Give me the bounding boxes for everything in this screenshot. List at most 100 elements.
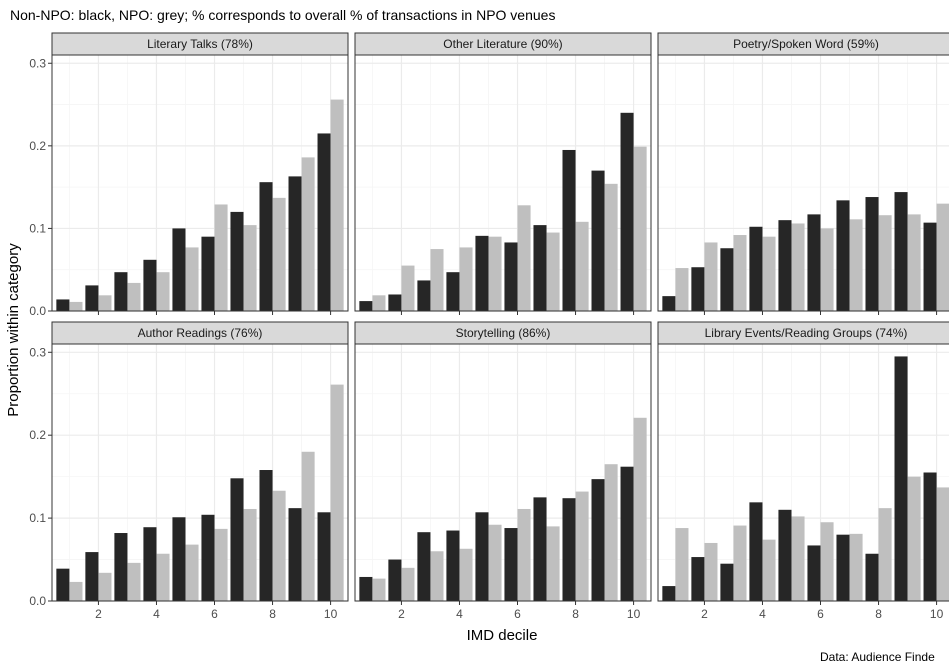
bar-non-npo bbox=[562, 498, 576, 601]
bar-npo bbox=[762, 539, 776, 601]
x-tick-label: 10 bbox=[930, 607, 944, 621]
bar-non-npo bbox=[230, 478, 244, 601]
bar-non-npo bbox=[446, 272, 460, 311]
facet-panel: Literary Talks (78%) 0.0 0.1 0.2 0.3 bbox=[29, 32, 349, 318]
x-tick-label: 4 bbox=[456, 607, 463, 621]
bar-non-npo bbox=[230, 211, 244, 311]
bar-non-npo bbox=[923, 472, 937, 601]
y-tick-label: 0.1 bbox=[29, 221, 46, 235]
bar-npo bbox=[301, 157, 315, 311]
bar-npo bbox=[675, 268, 689, 311]
bar-npo bbox=[430, 249, 444, 311]
x-axis-title: IMD decile bbox=[467, 627, 538, 644]
bar-npo bbox=[704, 242, 718, 311]
bar-non-npo bbox=[894, 192, 908, 311]
facet-panel: Other Literature (90%) bbox=[354, 32, 652, 315]
bar-npo bbox=[820, 228, 834, 311]
bar-npo bbox=[791, 223, 805, 311]
bar-npo bbox=[127, 562, 141, 601]
bar-npo bbox=[214, 204, 228, 311]
bar-npo bbox=[430, 551, 444, 601]
x-tick-label: 10 bbox=[324, 607, 338, 621]
bar-npo bbox=[633, 146, 647, 311]
bar-non-npo bbox=[749, 502, 763, 601]
bar-non-npo bbox=[749, 226, 763, 311]
bar-npo bbox=[546, 526, 560, 601]
bar-npo bbox=[156, 272, 170, 311]
bar-npo bbox=[849, 219, 863, 311]
bar-non-npo bbox=[201, 514, 215, 601]
y-tick-label: 0.3 bbox=[29, 56, 46, 70]
bar-npo bbox=[156, 553, 170, 601]
bar-non-npo bbox=[865, 197, 879, 311]
bar-npo bbox=[488, 524, 502, 601]
bar-non-npo bbox=[288, 508, 302, 601]
bar-non-npo bbox=[778, 509, 792, 601]
bar-non-npo bbox=[894, 356, 908, 601]
y-axis-title: Proportion within category bbox=[5, 243, 22, 417]
bar-npo bbox=[185, 544, 199, 601]
y-tick-label: 0.1 bbox=[29, 511, 46, 525]
bar-npo bbox=[704, 542, 718, 601]
bar-non-npo bbox=[807, 545, 821, 601]
bar-non-npo bbox=[172, 228, 186, 311]
bar-npo bbox=[517, 508, 531, 601]
bar-non-npo bbox=[591, 479, 605, 601]
bar-npo bbox=[604, 464, 618, 601]
bar-npo bbox=[372, 578, 386, 601]
bar-non-npo bbox=[317, 512, 331, 601]
bar-non-npo bbox=[836, 534, 850, 601]
bar-non-npo bbox=[388, 559, 402, 601]
bar-npo bbox=[575, 491, 589, 601]
bar-npo bbox=[546, 232, 560, 311]
bar-non-npo bbox=[691, 267, 705, 311]
bar-non-npo bbox=[56, 568, 70, 601]
bar-npo bbox=[907, 476, 921, 601]
facet-panel: Poetry/Spoken Word (59%) bbox=[657, 32, 949, 315]
bar-non-npo bbox=[562, 149, 576, 311]
x-tick-label: 10 bbox=[627, 607, 641, 621]
bar-npo bbox=[907, 214, 921, 311]
bar-npo bbox=[936, 487, 949, 601]
bar-npo bbox=[733, 525, 747, 601]
bar-npo bbox=[878, 215, 892, 311]
facet-title: Author Readings (76%) bbox=[138, 326, 263, 340]
bar-non-npo bbox=[533, 497, 547, 601]
facet-title: Literary Talks (78%) bbox=[147, 37, 253, 51]
facet-title: Storytelling (86%) bbox=[456, 326, 551, 340]
bar-npo bbox=[330, 99, 344, 311]
bar-npo bbox=[69, 581, 83, 601]
x-tick-label: 8 bbox=[875, 607, 882, 621]
bar-npo bbox=[675, 528, 689, 601]
x-tick-label: 2 bbox=[701, 607, 708, 621]
bar-npo bbox=[272, 197, 286, 311]
facet-title: Poetry/Spoken Word (59%) bbox=[733, 37, 879, 51]
bar-npo bbox=[127, 282, 141, 311]
bar-non-npo bbox=[504, 528, 518, 601]
bar-non-npo bbox=[114, 272, 128, 311]
facet-panels: Literary Talks (78%) 0.0 0.1 0.2 0.3 Other Li… bbox=[29, 32, 949, 621]
y-tick-label: 0.2 bbox=[29, 428, 46, 442]
x-tick-label: 4 bbox=[759, 607, 766, 621]
bar-non-npo bbox=[114, 533, 128, 601]
x-tick-label: 2 bbox=[398, 607, 405, 621]
bar-non-npo bbox=[591, 170, 605, 311]
bar-non-npo bbox=[417, 280, 431, 311]
facet-title: Other Literature (90%) bbox=[443, 37, 562, 51]
bar-non-npo bbox=[865, 553, 879, 601]
bar-npo bbox=[330, 384, 344, 601]
x-tick-label: 6 bbox=[514, 607, 521, 621]
bar-npo bbox=[272, 490, 286, 601]
bar-non-npo bbox=[446, 530, 460, 601]
bar-npo bbox=[214, 528, 228, 601]
y-tick-label: 0.0 bbox=[29, 304, 46, 318]
bar-non-npo bbox=[720, 248, 734, 311]
bar-npo bbox=[243, 225, 257, 311]
x-tick-label: 2 bbox=[95, 607, 102, 621]
bar-npo bbox=[98, 572, 112, 601]
y-tick-label: 0.0 bbox=[29, 594, 46, 608]
bar-non-npo bbox=[259, 470, 273, 601]
bar-npo bbox=[517, 205, 531, 311]
